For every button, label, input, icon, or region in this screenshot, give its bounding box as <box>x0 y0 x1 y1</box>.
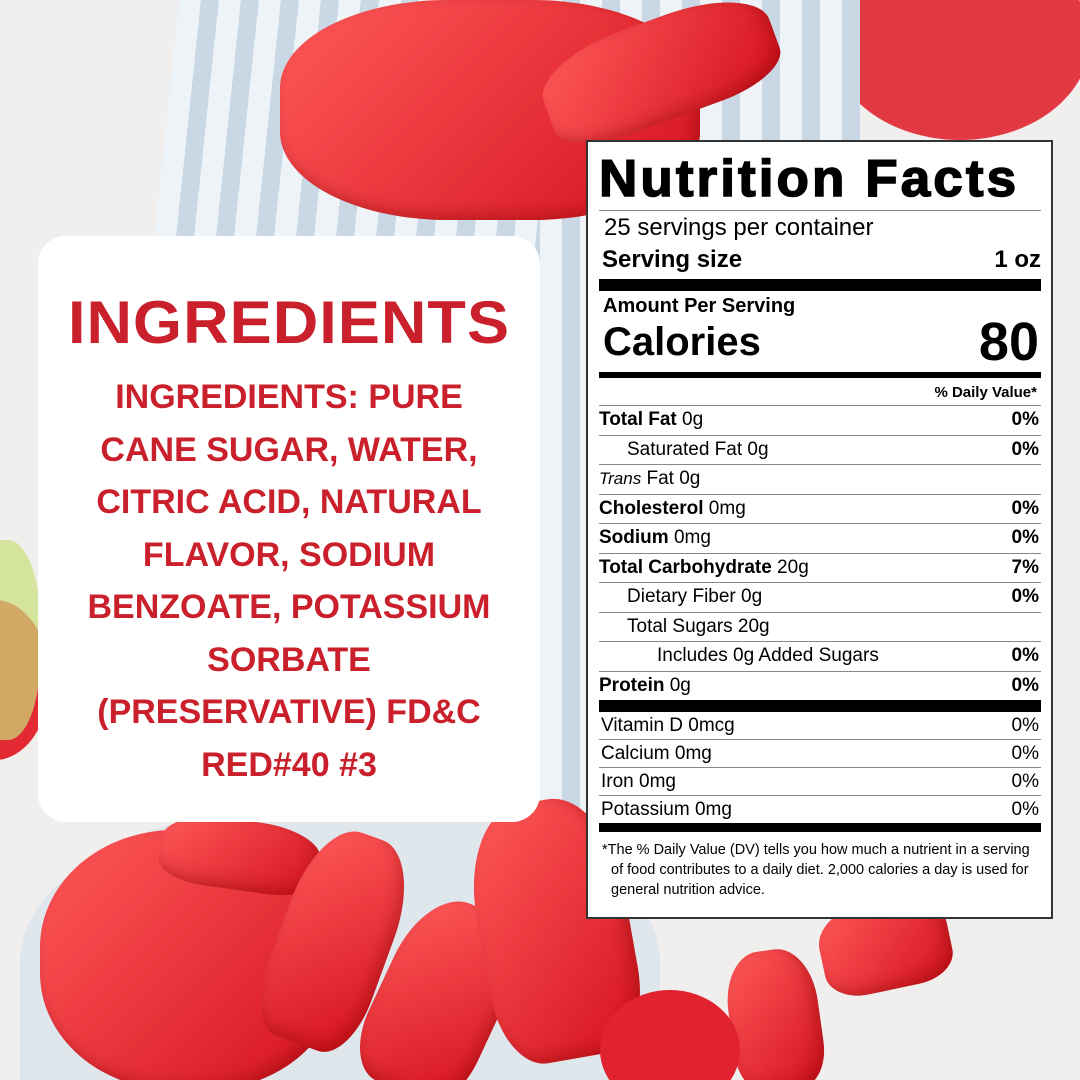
divider-thick <box>599 700 1041 712</box>
nutrient-daily-value: 0% <box>1011 438 1039 460</box>
nutrient-daily-value: 0% <box>1011 527 1039 548</box>
nutrient-name: Total Fat 0g <box>599 406 703 435</box>
nutrient-bold-name: Total Fat <box>599 409 677 430</box>
nutrient-name: Protein 0g <box>599 672 691 701</box>
vitamin-daily-value: 0% <box>1011 771 1039 792</box>
nutrient-row: Trans Fat 0g <box>599 464 1041 494</box>
serving-size-value: 1 oz <box>994 246 1041 273</box>
nutrient-italic-name: Trans <box>599 469 642 488</box>
nutrient-name: Cholesterol 0mg <box>599 495 746 524</box>
vitamin-name: Potassium 0mg <box>601 799 732 820</box>
vitamin-name: Iron 0mg <box>601 771 676 792</box>
nutrient-row: Total Carbohydrate 20g 7% <box>599 552 1041 583</box>
calories-label: Calories <box>603 320 761 364</box>
calories-row: Calories 80 <box>599 312 1041 372</box>
ingredients-card: INGREDIENTS INGREDIENTS: PURE CANE SUGAR… <box>38 236 540 822</box>
nutrient-name: Total Carbohydrate 20g <box>599 554 809 583</box>
nutrient-amount: 0g <box>664 674 691 696</box>
amount-per-serving: Amount Per Serving <box>603 295 796 317</box>
vitamin-name: Vitamin D 0mcg <box>601 715 735 736</box>
vitamin-row: Vitamin D 0mcg 0% <box>599 712 1041 739</box>
vitamin-row: Iron 0mg 0% <box>599 767 1041 795</box>
ingredients-text: INGREDIENTS: PURE CANE SUGAR, WATER, CIT… <box>87 378 491 784</box>
nutrient-amount: Saturated Fat 0g <box>627 438 769 460</box>
nutrient-name: Includes 0g Added Sugars <box>657 642 879 671</box>
nutrition-facts-label: Nutrition Facts 25 servings per containe… <box>586 140 1053 919</box>
vitamin-daily-value: 0% <box>1011 799 1039 820</box>
nutrient-name: Sodium 0mg <box>599 524 711 553</box>
nutrient-name: Total Sugars 20g <box>627 613 770 642</box>
nutrient-bold-name: Protein <box>599 674 665 696</box>
nutrient-name: Trans Fat 0g <box>599 465 700 494</box>
vitamin-row: Calcium 0mg 0% <box>599 739 1041 767</box>
nutrient-amount: 0mg <box>668 527 711 548</box>
nutrient-name: Saturated Fat 0g <box>627 436 769 465</box>
nutrient-amount: Dietary Fiber 0g <box>627 586 763 607</box>
ingredients-heading: INGREDIENTS <box>67 289 511 356</box>
nutrient-amount: Includes 0g Added Sugars <box>657 645 879 666</box>
vitamin-name: Calcium 0mg <box>601 743 712 764</box>
calories-value: 80 <box>978 312 1039 372</box>
nutrient-daily-value: 0% <box>1011 497 1039 519</box>
nutrient-bold-name: Total Carbohydrate <box>599 556 772 578</box>
nutrient-name: Dietary Fiber 0g <box>627 583 762 612</box>
nutrient-amount: 0mg <box>703 497 746 519</box>
footnote: *The % Daily Value (DV) tells you how mu… <box>602 842 1030 898</box>
nutrient-row: Protein 0g 0% <box>599 670 1041 701</box>
nutrient-bold-name: Sodium <box>599 527 669 548</box>
nutrient-daily-value: 0% <box>1011 674 1039 696</box>
nutrient-amount: 0g <box>676 409 704 430</box>
nutrient-daily-value: 7% <box>1011 556 1039 578</box>
nutrient-bold-name: Cholesterol <box>599 497 704 519</box>
divider-medium <box>599 372 1041 378</box>
nutrient-row: Cholesterol 0mg 0% <box>599 493 1041 524</box>
servings-per-container: 25 servings per container <box>604 214 874 241</box>
daily-value-header: % Daily Value* <box>934 384 1037 401</box>
nutrient-amount: Fat 0g <box>641 468 701 489</box>
nutrient-amount: Total Sugars 20g <box>627 615 770 637</box>
nutrient-row: Total Fat 0g 0% <box>599 405 1041 435</box>
nutrient-row: Sodium 0mg 0% <box>599 523 1041 553</box>
vitamin-daily-value: 0% <box>1011 743 1039 764</box>
nutrient-daily-value: 0% <box>1011 645 1039 666</box>
nutrient-row: Total Sugars 20g <box>599 611 1041 642</box>
nutrient-row: Includes 0g Added Sugars 0% <box>599 641 1041 671</box>
divider-thick <box>599 823 1041 832</box>
divider-thick <box>599 279 1041 291</box>
serving-size: Serving size 1 oz <box>599 245 1041 279</box>
nutrient-amount: 20g <box>771 556 809 578</box>
nutrient-daily-value: 0% <box>1011 586 1039 607</box>
nutrient-row: Saturated Fat 0g 0% <box>599 434 1041 465</box>
nutrient-daily-value: 0% <box>1011 409 1039 430</box>
nutrition-title: Nutrition Facts <box>598 149 1020 209</box>
nutrient-row: Dietary Fiber 0g 0% <box>599 582 1041 612</box>
vitamin-row: Potassium 0mg 0% <box>599 795 1041 823</box>
serving-size-label: Serving size <box>602 246 743 273</box>
vitamin-daily-value: 0% <box>1011 715 1039 736</box>
